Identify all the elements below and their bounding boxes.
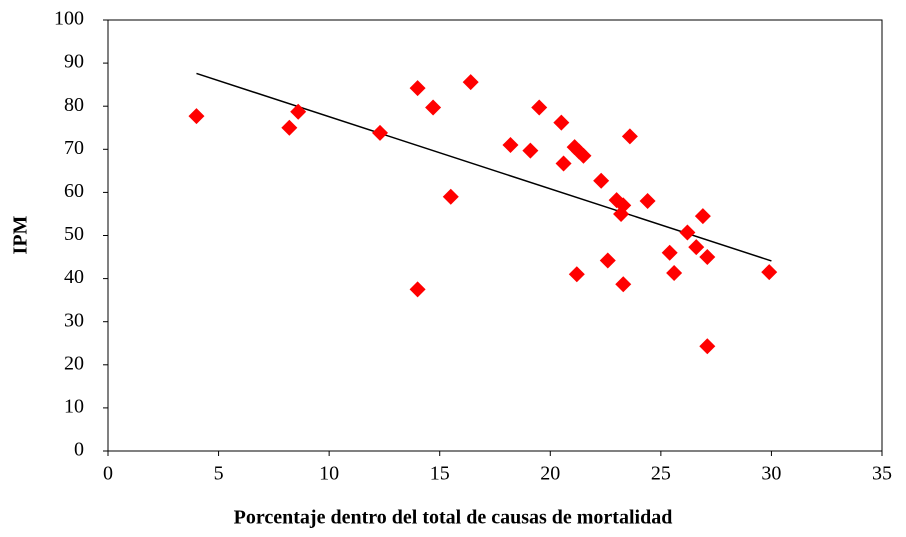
y-axis-label: IPM [10,215,32,254]
trendline [196,72,772,262]
y-tick-label: 100 [54,8,84,30]
scatter-point [531,99,548,116]
x-tick-label: 15 [430,463,450,485]
y-tick-label: 90 [64,51,84,73]
scatter-point [699,249,716,266]
x-tick-label: 30 [761,463,781,485]
scatter-point [639,193,656,210]
x-tick-label: 20 [540,463,560,485]
y-tick-label: 60 [64,180,84,202]
scatter-point [615,197,632,214]
scatter-point [694,208,711,225]
scatter-point [666,264,683,281]
x-tick-label: 25 [651,463,671,485]
scatter-point [409,80,426,97]
scatter-point [442,188,459,205]
x-tick-label: 35 [872,463,892,485]
scatter-point [425,99,442,116]
scatter-point [761,264,778,281]
scatter-point [290,103,307,120]
y-tick-label: 80 [64,94,84,116]
scatter-point [699,338,716,355]
scatter-point [188,108,205,125]
scatter-point [281,119,298,136]
y-tick-label: 50 [64,223,84,245]
scatter-point [599,252,616,269]
scatter-point [661,244,678,261]
y-tick-label: 40 [64,266,84,288]
x-tick-label: 0 [103,463,113,485]
scatter-point [593,172,610,189]
scatter-point [679,224,696,241]
y-tick-label: 30 [64,309,84,331]
y-tick-label: 20 [64,352,84,374]
scatter-point [553,114,570,131]
scatter-point [615,276,632,293]
scatter-point [575,147,592,164]
scatter-point [372,124,389,141]
x-tick-label: 5 [214,463,224,485]
scatter-point [409,281,426,298]
plot-frame [107,19,883,452]
scatter-point [568,266,585,283]
scatter-point [688,239,705,256]
x-axis-label: Porcentaje dentro del total de causas de… [234,507,673,529]
scatter-point [462,74,479,91]
y-tick-label: 70 [64,137,84,159]
y-tick-label: 0 [74,439,84,461]
scatter-point [522,142,539,159]
scatter-point [555,155,572,172]
y-tick-label: 10 [64,395,84,417]
scatter-point [621,128,638,145]
scatter-point [502,136,519,153]
x-tick-label: 10 [319,463,339,485]
